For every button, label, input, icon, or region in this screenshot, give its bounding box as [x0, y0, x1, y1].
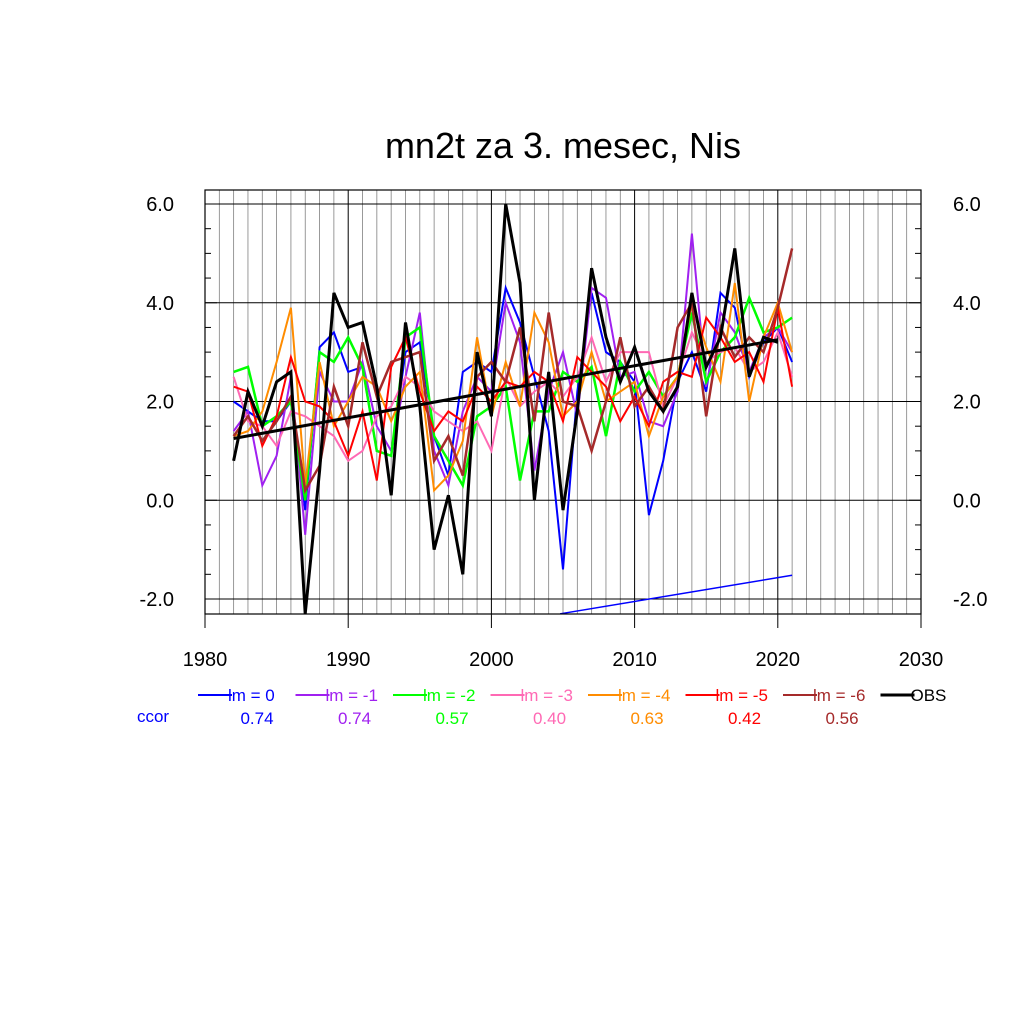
legend-label: lm = 0 [228, 686, 275, 705]
y-axis-ticks: -2.0 -2.0 0.0 0.0 2.0 2.0 4.0 4.0 6.0 6.0 [140, 194, 988, 611]
correlation-value: 0.40 [533, 709, 566, 728]
y-tick-label-right: -2.0 [953, 589, 987, 611]
legend-label: lm = -6 [813, 686, 865, 705]
correlation-value: 0.42 [728, 709, 761, 728]
x-tick-label: 2010 [612, 649, 657, 671]
correlation-value: 0.56 [825, 709, 858, 728]
series-line-lm-6 [232, 248, 794, 495]
correlation-value: 0.57 [435, 709, 468, 728]
x-tick-label: 2000 [469, 649, 514, 671]
correlation-label: ccor [137, 707, 169, 726]
legend: lm = 0 lm = -1 lm = -2 lm = -3 lm = -4 lm = -… [198, 686, 946, 705]
x-tick-label: 2030 [899, 649, 944, 671]
y-tick-label-left: 2.0 [146, 392, 174, 414]
x-axis-ticks: 1980 1990 2000 2010 2020 2030 [183, 649, 944, 671]
legend-label: lm = -1 [326, 686, 378, 705]
y-tick-label-right: 2.0 [953, 392, 981, 414]
trend-line [233, 338, 779, 441]
series-line-lm-5 [233, 307, 794, 481]
y-tick-label-left: 6.0 [146, 194, 174, 216]
series-line-OBS [232, 203, 779, 614]
legend-label: lm = -5 [716, 686, 768, 705]
y-tick-label-right: 4.0 [953, 293, 981, 315]
legend-label: OBS [911, 686, 947, 705]
chart-title: mn2t za 3. mesec, Nis [385, 125, 741, 166]
x-tick-label: 2020 [756, 649, 801, 671]
y-tick-label-left: -2.0 [140, 589, 174, 611]
y-tick-label-left: 0.0 [146, 490, 174, 512]
x-tick-label: 1980 [183, 649, 228, 671]
legend-label: lm = -4 [618, 686, 670, 705]
series-line-lm0 [233, 284, 794, 570]
x-tick-label: 1990 [326, 649, 371, 671]
correlations: 0.74 0.74 0.57 0.40 0.63 0.42 0.56 [240, 709, 858, 728]
y-tick-label-right: 6.0 [953, 194, 981, 216]
plot-frame [204, 189, 922, 615]
legend-label: lm = -3 [521, 686, 573, 705]
trend-line [560, 574, 793, 615]
y-tick-label-right: 0.0 [953, 490, 981, 512]
correlation-value: 0.74 [338, 709, 371, 728]
legend-label: lm = -2 [423, 686, 475, 705]
correlation-value: 0.74 [240, 709, 273, 728]
correlation-value: 0.63 [630, 709, 663, 728]
y-tick-label-left: 4.0 [146, 293, 174, 315]
series-lines [232, 203, 794, 615]
